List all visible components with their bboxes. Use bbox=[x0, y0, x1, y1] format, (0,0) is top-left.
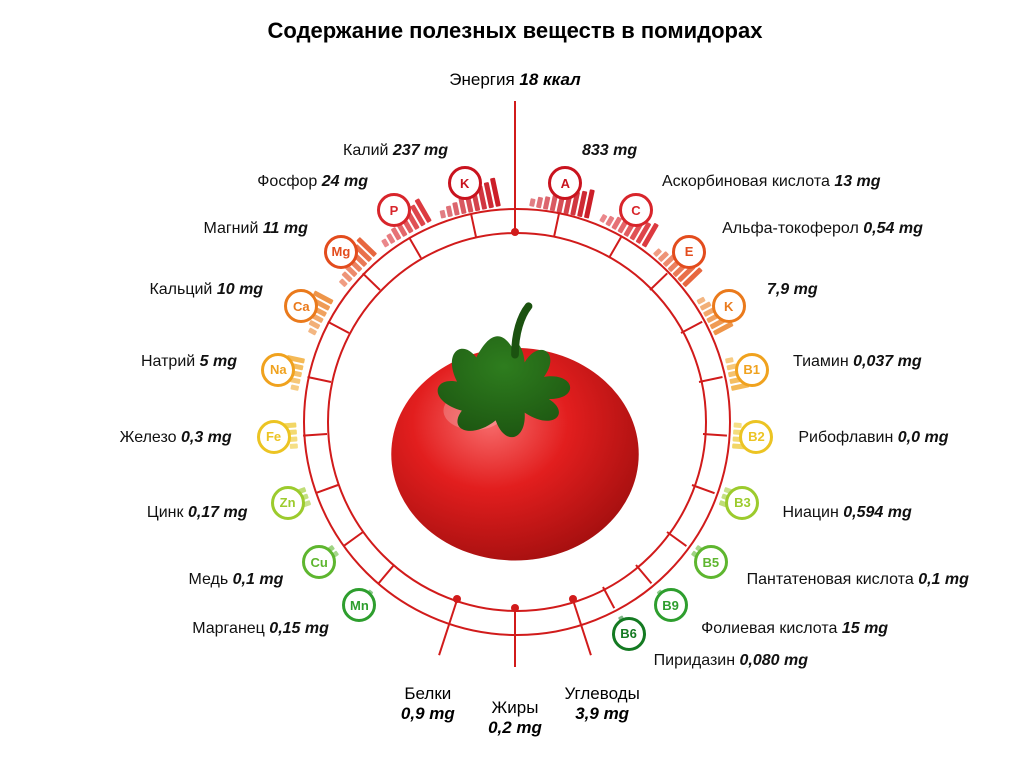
macro-label: Углеводы 3,9 mg bbox=[564, 684, 639, 724]
nutrient-badge: E bbox=[672, 235, 706, 269]
nutrient-badge: Zn bbox=[271, 486, 305, 520]
nutrient-value: 237 mg bbox=[393, 142, 448, 159]
nutrient-label: Калий 237 mg bbox=[343, 142, 448, 160]
nutrient-badge: B3 bbox=[725, 486, 759, 520]
macro-name: Углеводы bbox=[564, 684, 639, 704]
macro-spoke bbox=[514, 609, 516, 667]
macro-name: Жиры bbox=[488, 698, 542, 718]
nutrient-value: 0,54 mg bbox=[863, 220, 923, 237]
nutrient-badge: P bbox=[377, 193, 411, 227]
infographic-stage: Углеводы 3,9 mg Жиры 0,2 mg Белки 0,9 mg A8… bbox=[0, 0, 1030, 767]
nutrient-badge: Mn bbox=[342, 588, 376, 622]
nutrient-value: 0,1 mg bbox=[233, 571, 284, 588]
nutrient-name: Магний bbox=[203, 220, 258, 237]
nutrient-label: Медь 0,1 mg bbox=[188, 571, 283, 589]
nutrient-value: 11 mg bbox=[263, 220, 308, 237]
nutrient-badge: K bbox=[712, 289, 746, 323]
nutrient-badge: Cu bbox=[302, 545, 336, 579]
nutrient-label: Аскорбиновая кислота 13 mg bbox=[662, 173, 881, 191]
nutrient-badge: B5 bbox=[694, 545, 728, 579]
nutrient-label: 833 mg bbox=[582, 142, 637, 160]
nutrient-label: Фолиевая кислота 15 mg bbox=[701, 620, 888, 638]
nutrient-badge: C bbox=[619, 193, 653, 227]
nutrient-label: Кальций 10 mg bbox=[149, 281, 263, 299]
nutrient-badge: Na bbox=[261, 353, 295, 387]
nutrient-name: Марганец bbox=[192, 620, 265, 637]
nutrient-value: 15 mg bbox=[842, 620, 888, 637]
nutrient-label: Железо 0,3 mg bbox=[120, 429, 232, 447]
nutrient-badge: Fe bbox=[257, 420, 291, 454]
nutrient-value: 0,080 mg bbox=[740, 652, 808, 669]
nutrient-name: Натрий bbox=[141, 353, 195, 370]
nutrient-value: 0,594 mg bbox=[843, 504, 911, 521]
nutrient-badge: A bbox=[548, 166, 582, 200]
macro-value: 0,2 mg bbox=[488, 718, 542, 738]
nutrient-name: Фосфор bbox=[257, 173, 317, 190]
nutrient-label: Рибофлавин 0,0 mg bbox=[798, 429, 948, 447]
nutrient-label: Альфа-токоферол 0,54 mg bbox=[722, 220, 923, 238]
nutrient-badge: B9 bbox=[654, 588, 688, 622]
nutrient-name: Пиридазин bbox=[654, 652, 735, 669]
nutrient-name: Цинк bbox=[147, 504, 184, 521]
nutrient-value: 0,037 mg bbox=[853, 353, 921, 370]
nutrient-name: Кальций bbox=[149, 281, 212, 298]
nutrient-label: Пиридазин 0,080 mg bbox=[654, 652, 808, 670]
nutrient-name: Фолиевая кислота bbox=[701, 620, 837, 637]
energy-spoke bbox=[514, 101, 516, 233]
nutrient-value: 0,15 mg bbox=[269, 620, 329, 637]
macro-value: 0,9 mg bbox=[401, 704, 455, 724]
macro-label: Жиры 0,2 mg bbox=[488, 698, 542, 738]
nutrient-name: Железо bbox=[120, 429, 177, 446]
nutrient-label: Тиамин 0,037 mg bbox=[793, 353, 922, 371]
nutrient-label: Цинк 0,17 mg bbox=[147, 504, 248, 522]
nutrient-name: Калий bbox=[343, 142, 388, 159]
nutrient-label: Пантатеновая кислота 0,1 mg bbox=[747, 571, 969, 589]
nutrient-badge: Ca bbox=[284, 289, 318, 323]
nutrient-label: Марганец 0,15 mg bbox=[192, 620, 329, 638]
nutrient-value: 833 mg bbox=[582, 142, 637, 159]
nutrient-label: Натрий 5 mg bbox=[141, 353, 237, 371]
nutrient-name: Рибофлавин bbox=[798, 429, 893, 446]
nutrient-value: 10 mg bbox=[217, 281, 263, 298]
nutrient-badge: Mg bbox=[324, 235, 358, 269]
nutrient-value: 5 mg bbox=[200, 353, 237, 370]
nutrient-label: 7,9 mg bbox=[767, 281, 818, 299]
nutrient-name: Тиамин bbox=[793, 353, 849, 370]
nutrient-value: 24 mg bbox=[322, 173, 368, 190]
nutrient-badge: B6 bbox=[612, 617, 646, 651]
nutrient-name: Ниацин bbox=[782, 504, 838, 521]
nutrient-value: 7,9 mg bbox=[767, 281, 818, 298]
nutrient-name: Альфа-токоферол bbox=[722, 220, 859, 237]
nutrient-label: Магний 11 mg bbox=[203, 220, 307, 238]
nutrient-name: Пантатеновая кислота bbox=[747, 571, 914, 588]
nutrient-value: 0,1 mg bbox=[918, 571, 969, 588]
nutrient-badge: B2 bbox=[739, 420, 773, 454]
nutrient-name: Аскорбиновая кислота bbox=[662, 173, 830, 190]
nutrient-value: 13 mg bbox=[834, 173, 880, 190]
macro-name: Белки bbox=[401, 684, 455, 704]
nutrient-badge: B1 bbox=[735, 353, 769, 387]
nutrient-name: Медь bbox=[188, 571, 228, 588]
nutrient-value: 0,3 mg bbox=[181, 429, 232, 446]
nutrient-label: Фосфор 24 mg bbox=[257, 173, 368, 191]
nutrient-label: Ниацин 0,594 mg bbox=[782, 504, 911, 522]
macro-label: Белки 0,9 mg bbox=[401, 684, 455, 724]
macro-value: 3,9 mg bbox=[564, 704, 639, 724]
tomato-icon bbox=[370, 285, 660, 575]
nutrient-badge: K bbox=[448, 166, 482, 200]
nutrient-value: 0,0 mg bbox=[898, 429, 949, 446]
nutrient-value: 0,17 mg bbox=[188, 504, 248, 521]
